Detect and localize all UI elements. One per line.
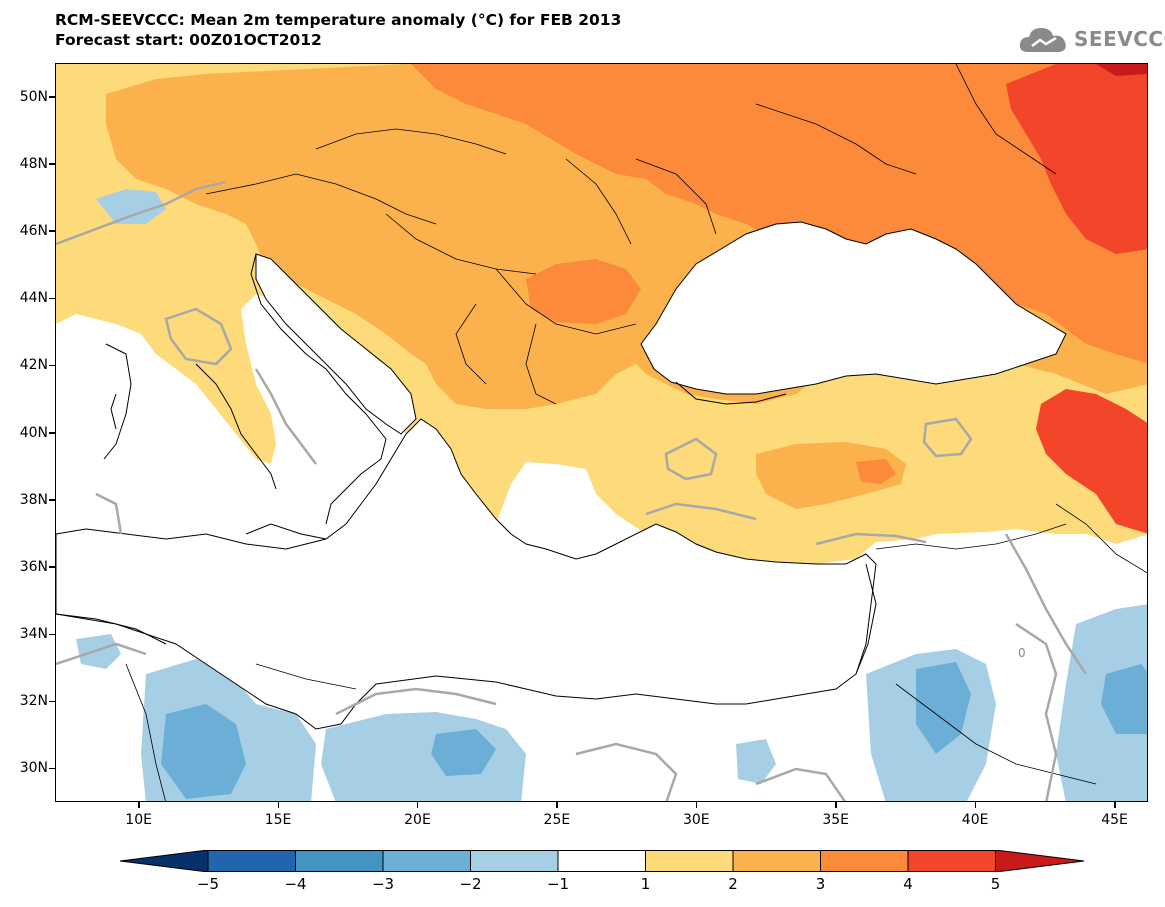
colorbar-swatch [207,850,296,872]
anomaly-zone-5-plus [1096,64,1147,76]
longitude-tick [138,802,140,808]
colorbar-level-label: −2 [459,875,482,893]
colorbar-swatch [645,850,734,872]
longitude-tick [695,802,698,808]
mediterranean-sea [56,418,877,730]
latitude-label: 42N [19,357,48,374]
map-panel: 0 [55,63,1148,802]
latitude-tick [49,767,55,770]
latitude-tick [49,633,55,636]
colorbar-swatches [119,849,1085,873]
colorbar [119,849,1085,873]
country-borders [125,64,1147,801]
longitude-label: 15E [264,812,292,828]
latitude-tick [49,566,55,568]
tyrrhenian-sea [56,384,286,534]
latitude-label: 40N [19,424,48,441]
colorbar-level-label: −3 [371,875,395,893]
longitude-tick [835,802,837,808]
colorbar-swatch [732,850,821,872]
anomaly-zone-minus1-2-sinai [736,739,776,784]
anomaly-zone-minus2-3-iraq [1101,664,1147,734]
title-line-2: Forecast start: 00Z01OCT2012 [55,31,322,49]
colorbar-level-label: 4 [903,875,913,893]
longitude-label: 45E [1101,812,1128,828]
colorbar-level-label: 3 [815,875,826,893]
latitude-tick [49,432,55,434]
latitude-label: 44N [19,290,48,307]
longitude-label: 25E [543,812,571,828]
anomaly-zone-minus2-3-arabia [916,662,971,754]
anomaly-blob-turkey [756,442,906,509]
colorbar-level-label: −1 [546,875,570,893]
colorbar-swatch [907,850,996,872]
longitude-label: 20E [404,812,431,828]
longitude-label: 35E [822,812,850,828]
colorbar-level-label: 2 [728,875,738,893]
colorbar-level-label: 1 [640,875,651,893]
latitude-label: 48N [19,155,48,172]
colorbar-level-label: 5 [990,875,1001,893]
anomaly-zone-minus2-3-libya [161,704,246,799]
anomaly-zone-minus1-2-alps [96,189,166,224]
colorbar-level-label: −4 [284,875,307,893]
latitude-label: 50N [19,88,48,105]
longitude-tick [974,802,977,808]
longitude-label: 10E [125,812,152,828]
anomaly-zone-minus2-3-cyrenaica [431,729,496,776]
latitude-tick [49,364,55,367]
latitude-label: 32N [19,693,48,710]
colorbar-swatch [295,850,384,872]
colorbar-high-triangle [995,849,1085,873]
anomaly-zone-minus1-2-cyrenaica [321,712,526,801]
colorbar-swatch [470,850,559,872]
latitude-tick [49,499,55,501]
colorbar-level-label: −5 [196,875,220,893]
zero-contours [56,180,1088,801]
contour-label: 0 [1018,646,1026,660]
coastlines [56,253,877,675]
anomaly-zone-3-4 [411,64,1147,364]
adriatic-sea [255,253,417,435]
colorbar-swatch [820,850,909,872]
latitude-tick [49,297,55,300]
latitude-label: 30N [19,760,48,777]
cloud-icon [1019,28,1066,52]
latitude-label: 34N [19,626,48,643]
latitude-tick [49,230,55,232]
latitude-label: 38N [19,491,48,508]
anomaly-map: 0 [56,64,1147,801]
colorbar-swatch [382,850,471,872]
map-title: RCM-SEEVCCC: Mean 2m temperature anomaly… [55,10,621,50]
longitude-tick [1114,802,1116,808]
black-sea [640,221,1067,395]
anomaly-blob-balkans [526,259,641,324]
latitude-tick [49,700,55,703]
latitude-tick [49,163,55,165]
longitude-tick [416,802,419,808]
longitude-label: 40E [961,812,989,828]
latitude-label: 46N [19,222,48,239]
longitude-tick [277,802,280,808]
anomaly-blob-turkey-inner [856,459,896,484]
longitude-label: 30E [682,812,710,828]
anomaly-zone-4-5-caucasus [1036,389,1147,534]
longitude-tick [556,802,558,808]
title-line-1: RCM-SEEVCCC: Mean 2m temperature anomaly… [55,11,622,29]
colorbar-low-triangle [119,849,209,873]
seevccc-logo: SEEVCCC [1018,22,1165,56]
latitude-tick [49,96,55,98]
anomaly-zone-minus1-2-algeria [76,634,121,669]
colorbar-swatch [557,850,646,872]
anomaly-zone-4-5-east [1006,64,1147,254]
latitude-label: 36N [19,558,48,575]
logo-text: SEEVCCC [1074,27,1165,51]
